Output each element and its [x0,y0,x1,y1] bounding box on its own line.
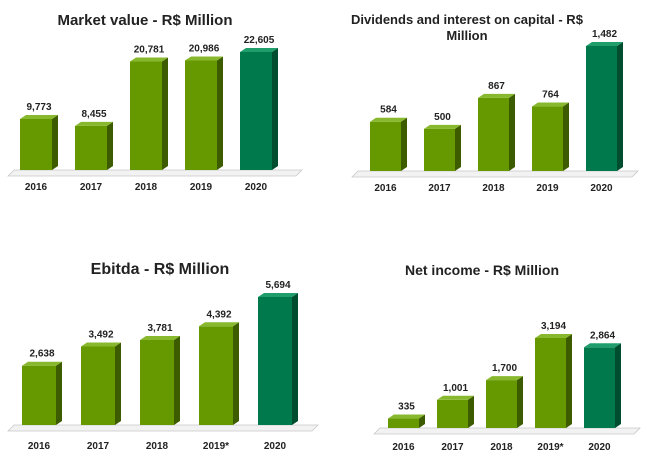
data-label: 1,001 [443,383,468,394]
bar-2020 [258,293,298,425]
data-label: 500 [434,112,451,123]
x-tick-label: 2018 [146,441,169,452]
chart-floor [7,169,303,177]
x-tick-label: 2017 [441,442,464,453]
bar-2019 [532,102,569,171]
data-label: 1,700 [492,363,517,374]
bar-2016 [388,414,425,428]
bar-2018 [478,93,515,171]
x-tick-label: 2020 [264,441,287,452]
chart-title: Net income - R$ Million [404,262,559,278]
data-label: 764 [542,90,559,101]
bar-2020 [586,42,623,171]
x-tick-label: 2016 [25,182,48,193]
x-tick-label: 2018 [135,182,158,193]
x-tick-label: 2016 [28,441,51,452]
bar-2017 [437,395,474,428]
x-tick-label: 2020 [245,182,268,193]
data-label: 2,864 [590,330,615,341]
x-tick-label: 2019 [190,182,213,193]
bar-chart-svg: 584 2016 500 2017 867 2018 764 2019 1,482 2020 [351,29,639,194]
chart-title: Market value - R$ Million [57,12,233,29]
data-label: 3,492 [88,330,113,341]
x-tick-label: 2020 [590,183,613,194]
bar-2018 [486,376,523,428]
data-label: 3,194 [541,321,566,332]
bar-2019 [185,56,223,170]
chart-dividends: Dividends and interest on capital - R$ M… [322,0,645,200]
bar-2016 [22,361,62,425]
x-tick-label: 2016 [374,183,397,194]
chart-title: Dividends and interest on capital - R$ M… [351,12,583,43]
x-tick-label: 2017 [428,183,451,194]
bar-2020 [584,343,621,428]
chart-floor [373,427,641,435]
data-label: 20,986 [189,43,220,54]
chart-ebitda: Ebitda - R$ Million 2,638 2016 3,492 2017 3,… [0,250,320,459]
x-tick-label: 2016 [392,442,415,453]
bar-2019 [199,322,239,425]
x-tick-label: 2017 [80,182,103,193]
x-tick-label: 2019* [203,441,229,452]
data-label: 22,605 [244,35,275,46]
bar-2019 [535,334,572,428]
x-tick-label: 2018 [490,442,513,453]
bar-chart-svg: 2,638 2016 3,492 2017 3,781 2018 4,392 2019* 5,6… [7,280,319,452]
bar-2016 [370,117,407,171]
x-tick-label: 2019* [537,442,563,453]
x-tick-label: 2017 [87,441,110,452]
data-label: 867 [488,81,505,92]
data-label: 584 [380,105,397,116]
data-label: 335 [398,402,415,413]
bar-chart-svg: 9,773 2016 8,455 2017 20,781 2018 20,986 2019 22… [7,35,303,193]
bar-2017 [424,124,461,171]
chart-floor [7,424,319,432]
chart-market-value: Market value - R$ Million 9,773 2016 8,455… [0,0,320,200]
data-label: 9,773 [26,102,51,113]
chart-floor [351,170,639,178]
x-tick-label: 2018 [482,183,505,194]
bar-chart-svg: 335 2016 1,001 2017 1,700 2018 3,194 2019* 2,864… [373,321,641,453]
data-label: 4,392 [206,309,231,320]
bar-2017 [81,342,121,425]
data-label: 2,638 [29,349,54,360]
bar-2018 [130,57,168,170]
bar-2020 [240,48,278,170]
x-tick-label: 2019 [536,183,559,194]
data-label: 20,781 [134,45,165,56]
data-label: 8,455 [81,109,106,120]
data-label: 5,694 [265,280,290,291]
chart-net-income: Net income - R$ Million 335 2016 1,001 2017… [322,250,645,459]
data-label: 1,482 [592,29,617,40]
bar-2018 [140,336,180,425]
chart-title: Ebitda - R$ Million [90,261,230,278]
bar-2017 [75,121,113,170]
data-label: 3,781 [147,323,172,334]
x-tick-label: 2020 [588,442,611,453]
bar-2016 [20,114,58,170]
